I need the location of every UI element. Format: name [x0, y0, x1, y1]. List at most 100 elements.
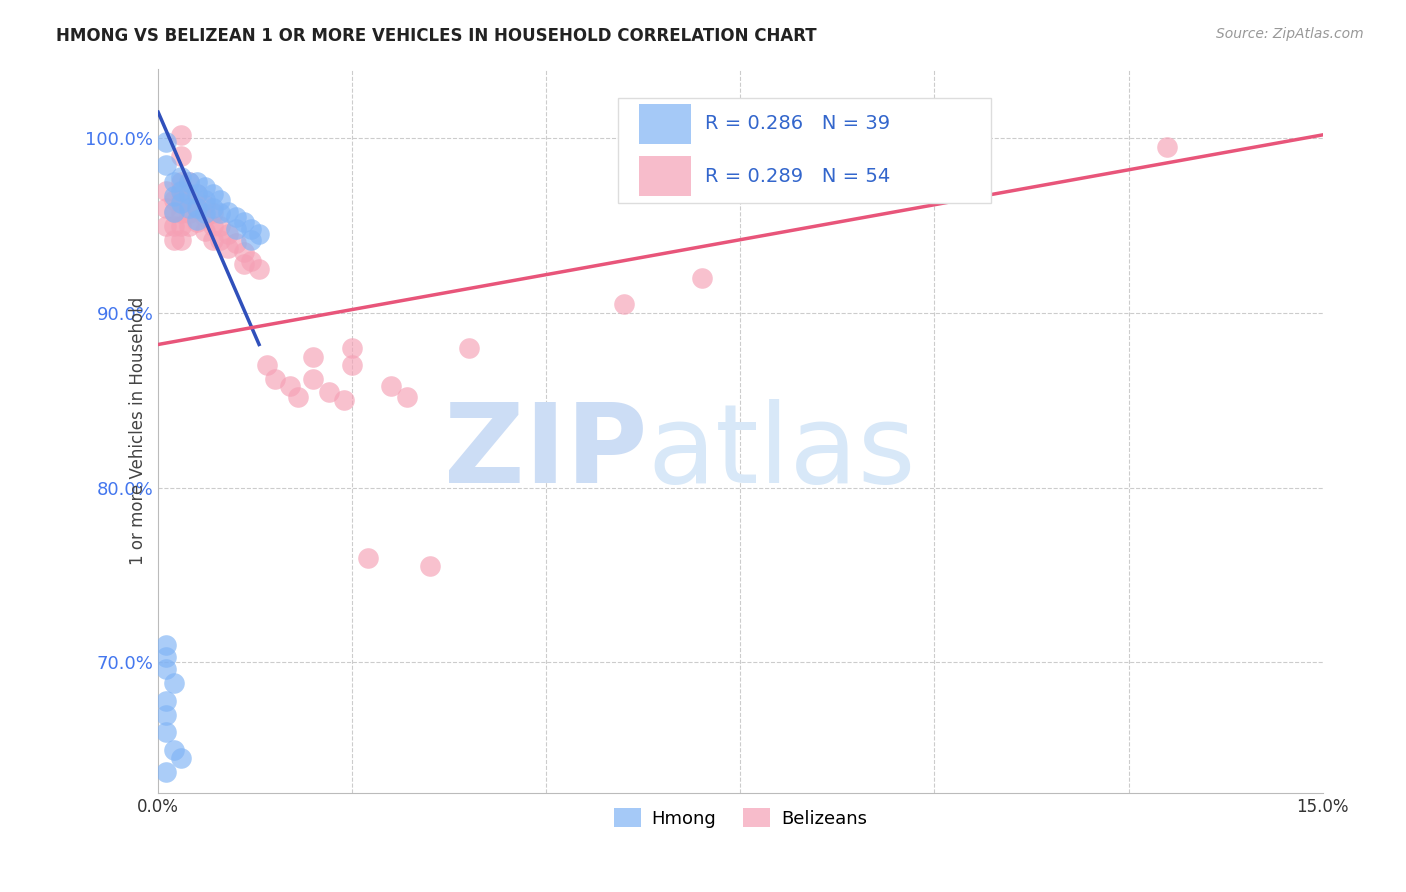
Point	[186, 201, 208, 215]
Point	[170, 149, 193, 163]
Point	[163, 676, 186, 690]
Point	[232, 244, 254, 259]
Point	[419, 559, 441, 574]
Point	[155, 219, 177, 233]
Point	[1156, 140, 1178, 154]
Point	[201, 219, 224, 233]
Point	[217, 227, 239, 242]
Text: R = 0.289   N = 54: R = 0.289 N = 54	[706, 167, 890, 186]
Point	[170, 184, 193, 198]
Point	[186, 215, 208, 229]
Point	[155, 694, 177, 708]
Point	[163, 219, 186, 233]
Point	[170, 219, 193, 233]
Point	[163, 193, 186, 207]
Point	[278, 379, 301, 393]
Point	[155, 707, 177, 722]
Y-axis label: 1 or more Vehicles in Household: 1 or more Vehicles in Household	[129, 297, 148, 565]
Point	[209, 193, 232, 207]
Point	[179, 175, 201, 189]
Point	[240, 253, 263, 268]
Point	[217, 241, 239, 255]
Point	[302, 372, 325, 386]
Point	[170, 206, 193, 220]
Legend: Hmong, Belizeans: Hmong, Belizeans	[606, 801, 875, 835]
Point	[155, 725, 177, 739]
Point	[613, 297, 636, 311]
Point	[170, 169, 193, 184]
Bar	[640, 103, 692, 144]
Point	[380, 379, 402, 393]
Point	[155, 662, 177, 676]
FancyBboxPatch shape	[619, 97, 991, 202]
Point	[287, 390, 309, 404]
Point	[170, 196, 193, 211]
Point	[232, 257, 254, 271]
Point	[186, 187, 208, 202]
Point	[395, 390, 418, 404]
Text: HMONG VS BELIZEAN 1 OR MORE VEHICLES IN HOUSEHOLD CORRELATION CHART: HMONG VS BELIZEAN 1 OR MORE VEHICLES IN …	[56, 27, 817, 45]
Point	[179, 175, 201, 189]
Point	[170, 193, 193, 207]
Text: ZIP: ZIP	[444, 400, 647, 506]
Point	[201, 233, 224, 247]
Point	[179, 193, 201, 207]
Point	[247, 262, 270, 277]
Point	[155, 184, 177, 198]
Bar	[640, 156, 692, 196]
Point	[194, 210, 217, 224]
Point	[155, 135, 177, 149]
Point	[690, 271, 713, 285]
Point	[155, 765, 177, 780]
Text: Source: ZipAtlas.com: Source: ZipAtlas.com	[1216, 27, 1364, 41]
Point	[163, 204, 186, 219]
Point	[186, 187, 208, 202]
Point	[170, 751, 193, 765]
Point	[194, 224, 217, 238]
Point	[186, 213, 208, 227]
Point	[247, 227, 270, 242]
Point	[333, 393, 356, 408]
Point	[225, 222, 247, 236]
Point	[240, 222, 263, 236]
Point	[302, 350, 325, 364]
Text: R = 0.286   N = 39: R = 0.286 N = 39	[706, 114, 890, 133]
Point	[179, 206, 201, 220]
Point	[170, 175, 193, 189]
Point	[357, 550, 380, 565]
Point	[186, 201, 208, 215]
Point	[318, 384, 340, 399]
Point	[217, 204, 239, 219]
Point	[155, 158, 177, 172]
Point	[201, 187, 224, 202]
Point	[170, 128, 193, 142]
Point	[209, 219, 232, 233]
Point	[170, 233, 193, 247]
Point	[201, 201, 224, 215]
Point	[256, 359, 278, 373]
Point	[201, 206, 224, 220]
Point	[163, 204, 186, 219]
Point	[155, 650, 177, 665]
Point	[263, 372, 285, 386]
Point	[179, 219, 201, 233]
Point	[155, 201, 177, 215]
Point	[225, 210, 247, 224]
Point	[194, 206, 217, 220]
Point	[225, 236, 247, 251]
Point	[209, 206, 232, 220]
Point	[186, 175, 208, 189]
Point	[194, 193, 217, 207]
Point	[342, 359, 364, 373]
Point	[179, 187, 201, 202]
Point	[163, 742, 186, 756]
Point	[194, 198, 217, 212]
Point	[232, 215, 254, 229]
Point	[163, 189, 186, 203]
Point	[179, 201, 201, 215]
Text: atlas: atlas	[647, 400, 915, 506]
Point	[209, 233, 232, 247]
Point	[163, 175, 186, 189]
Point	[342, 341, 364, 355]
Point	[163, 233, 186, 247]
